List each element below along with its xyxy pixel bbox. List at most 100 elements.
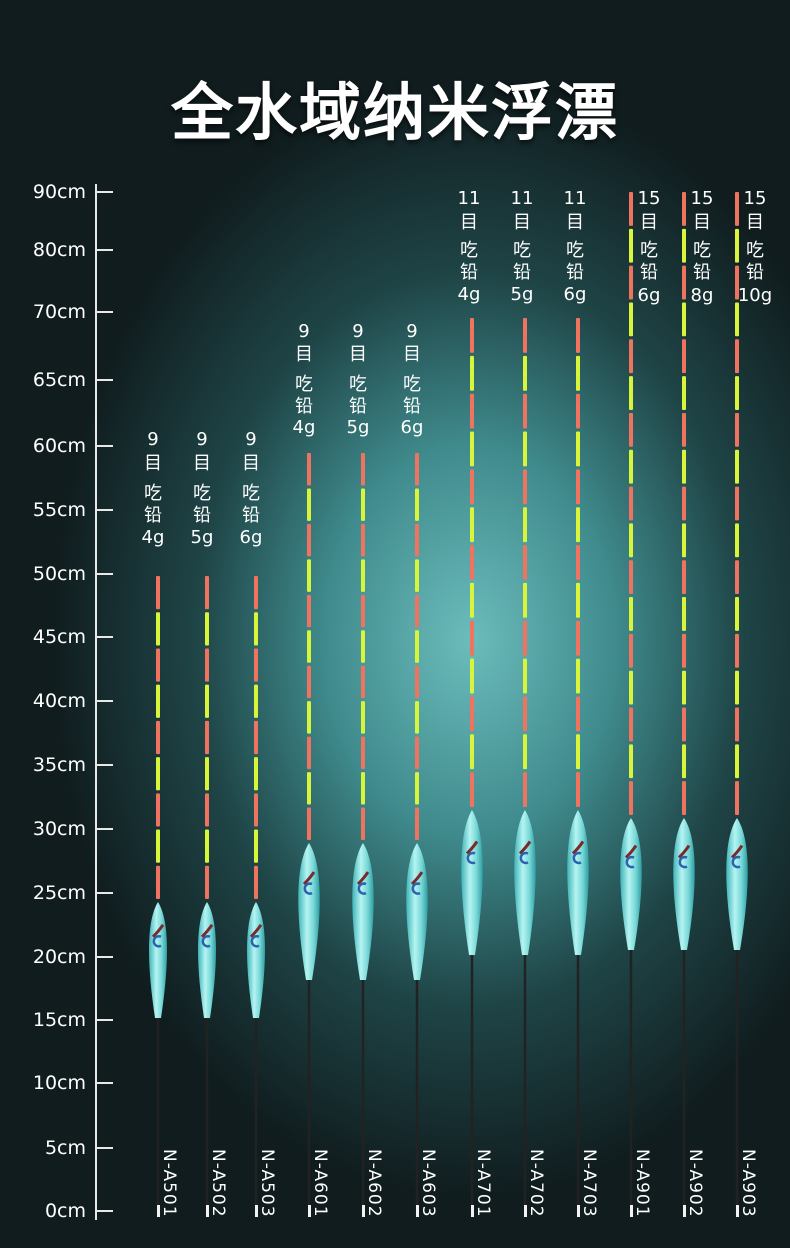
tip-segment-red [470, 772, 474, 807]
tip-segment-red [470, 393, 474, 429]
float-spec-mesh-unit: 目 [144, 453, 162, 474]
tip-segment-red [415, 807, 419, 840]
wave-logo-icon [250, 935, 260, 948]
tip-segment-red [205, 865, 209, 899]
tip-segment-yellow [415, 772, 419, 805]
float-spec-mesh-unit: 目 [566, 212, 584, 233]
axis-label: 15cm [32, 1009, 86, 1031]
tip-segment-red [576, 545, 580, 580]
wave-logo-icon [411, 882, 421, 895]
float-spec-lead: 铅 [242, 505, 260, 526]
model-tick [416, 1205, 419, 1217]
float-spec-weight: 4g [457, 284, 481, 305]
axis-label: 65cm [32, 369, 86, 391]
tip-segment-yellow [470, 355, 474, 391]
float-body [247, 902, 265, 1018]
float-spec-lead: 铅 [746, 262, 764, 283]
float-spec-mesh: 11 [457, 188, 481, 209]
float-spec-mesh-unit: 目 [193, 453, 211, 474]
tip-segment-red [576, 393, 580, 429]
tip-segment-red [682, 192, 686, 226]
tip-segment-red [470, 620, 474, 656]
model-label: N-A902 [685, 1149, 705, 1218]
axis-label: 5cm [44, 1137, 86, 1159]
axis-label: 50cm [32, 563, 86, 585]
axis-tick [95, 509, 113, 511]
axis-label: 90cm [32, 181, 86, 203]
tip-segment-yellow [735, 597, 739, 631]
float-spec-lead: 铅 [144, 505, 162, 526]
tip-segment-red [735, 486, 739, 521]
axis-label: 55cm [32, 499, 86, 521]
tip-segment-red [682, 265, 686, 300]
tip-segment-yellow [254, 829, 258, 863]
tip-segment-red [523, 772, 527, 807]
tip-segment-red [629, 412, 633, 447]
page-title: 全水域纳米浮漂 [170, 76, 619, 149]
axis-label: 40cm [32, 690, 86, 712]
axis-tick [95, 249, 113, 251]
float-spec-lead: 铅 [349, 396, 367, 417]
tip-segment-yellow [682, 744, 686, 779]
axis-label: 35cm [32, 754, 86, 776]
float-spec-mesh-unit: 目 [746, 212, 764, 233]
tip-segment-yellow [415, 488, 419, 521]
tip-segment-yellow [629, 597, 633, 631]
tip-segment-red [682, 339, 686, 374]
axis-tick [95, 573, 113, 575]
tip-segment-red [629, 192, 633, 226]
tip-segment-yellow [156, 684, 160, 718]
tip-segment-red [156, 720, 160, 755]
float-spec-eat: 吃 [295, 374, 313, 395]
axis-tick [95, 1147, 113, 1149]
axis-label: 20cm [32, 946, 86, 968]
model-tick [683, 1205, 686, 1217]
tip-segment-red [361, 523, 365, 557]
tip-segment-red [415, 665, 419, 699]
wave-logo-icon [152, 935, 162, 948]
tip-segment-yellow [735, 744, 739, 779]
tip-segment-red [254, 720, 258, 755]
float-spec-eat: 吃 [403, 374, 421, 395]
float-spec-weight: 6g [563, 284, 587, 305]
model-label: N-A501 [159, 1149, 179, 1218]
tip-segment-red [470, 545, 474, 580]
tip-segment-yellow [361, 488, 365, 521]
axis-tick [95, 379, 113, 381]
float-spec-mesh: 9 [298, 321, 310, 342]
tip-segment-yellow [307, 701, 311, 734]
fish-logo-icon [571, 840, 585, 855]
fish-logo-icon [151, 923, 165, 938]
tip-segment-red [254, 576, 258, 610]
float-spec-mesh-unit: 目 [640, 212, 658, 233]
fish-logo-icon [356, 871, 370, 886]
tip-segment-red [735, 707, 739, 742]
model-tick [255, 1205, 258, 1217]
axis-label: 70cm [32, 301, 86, 323]
tip-segment-yellow [629, 744, 633, 779]
tip-segment-red [307, 523, 311, 557]
tip-segment-red [576, 772, 580, 807]
tip-segment-yellow [205, 684, 209, 718]
axis-tick [95, 191, 113, 193]
tip-segment-yellow [735, 670, 739, 705]
tip-segment-red [254, 648, 258, 682]
float-spec-mesh: 9 [406, 321, 418, 342]
tip-segment-yellow [576, 658, 580, 694]
tip-segment-yellow [415, 630, 419, 663]
tip-segment-yellow [415, 559, 419, 592]
tip-segment-red [470, 318, 474, 353]
float-spec-mesh: 15 [690, 188, 714, 209]
tip-segment-yellow [415, 701, 419, 734]
tip-segment-yellow [682, 523, 686, 558]
tip-segment-red [361, 665, 365, 699]
tip-segment-yellow [205, 757, 209, 791]
tip-segment-yellow [682, 302, 686, 337]
float-spec-mesh-unit: 目 [349, 344, 367, 365]
model-label: N-A701 [473, 1149, 493, 1218]
tip-segment-yellow [361, 630, 365, 663]
tip-segment-yellow [307, 488, 311, 521]
fish-logo-icon [302, 871, 316, 886]
tip-segment-red [307, 736, 311, 770]
tip-segment-red [682, 633, 686, 668]
